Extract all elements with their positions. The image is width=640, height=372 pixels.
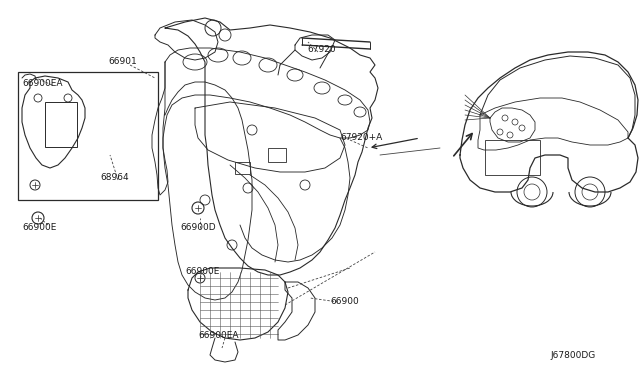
Text: 66900E: 66900E [22,224,56,232]
Bar [235,162,250,174]
Bar [268,148,286,162]
Text: 67920+A: 67920+A [340,134,382,142]
Text: 66900EA: 66900EA [22,80,63,89]
Bar [18,72,158,200]
Text: 66900D: 66900D [180,224,216,232]
Text: 66900E: 66900E [185,267,220,276]
Text: 68964: 68964 [100,173,129,183]
Bar [485,140,540,175]
Text: J67800DG: J67800DG [550,352,595,360]
Bar [45,102,77,147]
Text: 66901: 66901 [108,58,137,67]
Text: 67920: 67920 [307,45,335,55]
Text: 66900: 66900 [330,298,359,307]
Text: 66900EA: 66900EA [198,331,239,340]
